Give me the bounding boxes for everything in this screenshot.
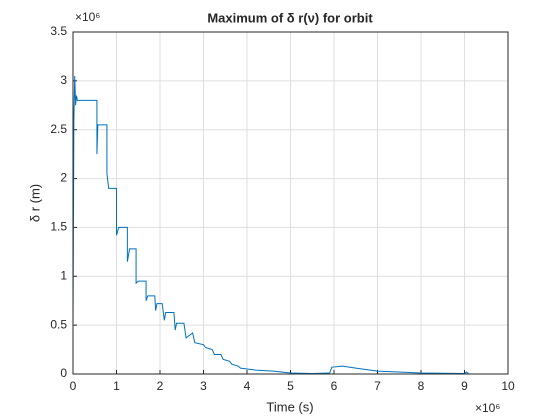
x-tick-label: 0 [70, 379, 77, 393]
x-axis-label: Time (s) [266, 399, 313, 414]
x-tick-label: 2 [157, 379, 164, 393]
y-exponent: ×10⁶ [75, 10, 100, 24]
x-tick-label: 5 [287, 379, 294, 393]
axes-box [72, 31, 509, 375]
y-tick-label: 2.5 [50, 122, 67, 136]
y-tick-label: 3 [60, 73, 67, 87]
y-tick-label: 1 [60, 268, 67, 282]
y-tick-label: 3.5 [50, 24, 67, 38]
y-tick-label: 0.5 [50, 317, 67, 331]
y-axis-label: δ r (m) [27, 184, 42, 222]
chart-title: Maximum of δ r(ν) for orbit [207, 10, 373, 25]
x-tick-label: 8 [418, 379, 425, 393]
y-tick-label: 1.5 [50, 220, 67, 234]
x-tick-label: 1 [113, 379, 120, 393]
y-tick-label: 0 [60, 366, 67, 380]
x-exponent: ×10⁶ [475, 401, 500, 415]
x-tick-label: 9 [461, 379, 468, 393]
x-tick-label: 4 [244, 379, 251, 393]
x-tick-label: 6 [331, 379, 338, 393]
y-tick-label: 2 [60, 171, 67, 185]
data-line [72, 75, 470, 375]
x-tick-label: 7 [374, 379, 381, 393]
x-tick-label: 3 [200, 379, 207, 393]
x-tick-label: 10 [501, 379, 515, 393]
